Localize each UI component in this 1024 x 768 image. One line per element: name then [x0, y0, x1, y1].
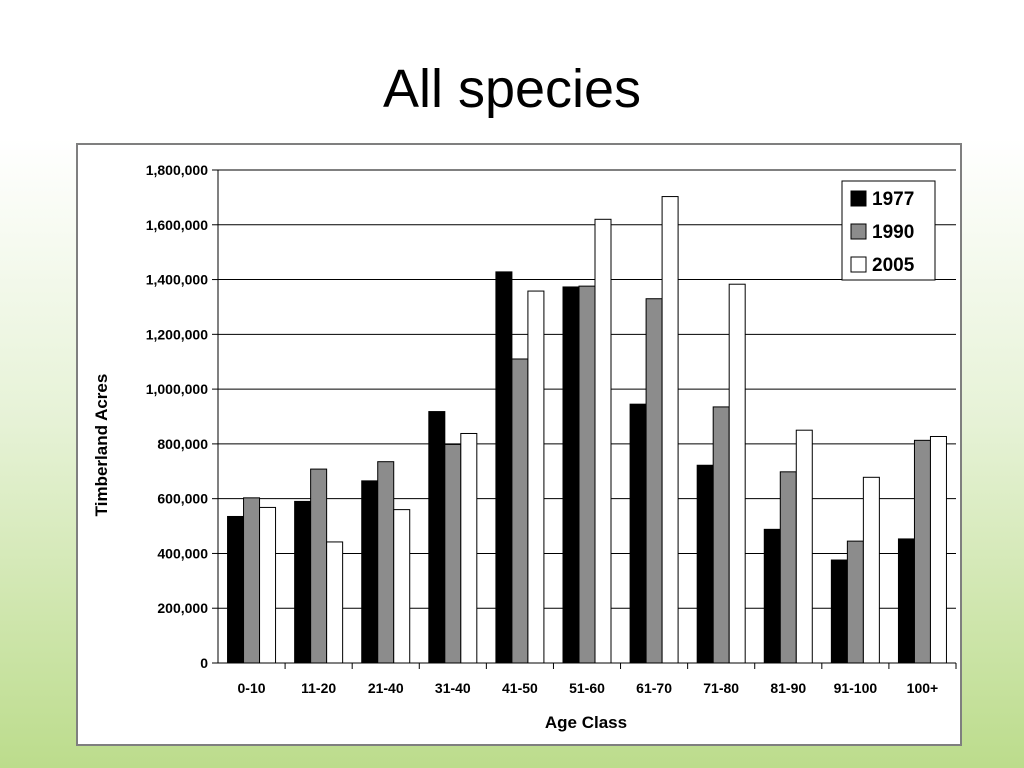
y-tick-label: 0 [200, 655, 208, 671]
legend-label-1990: 1990 [872, 222, 914, 243]
bar-1990-61-70 [645, 298, 663, 664]
bar-chart: 0 200,000 400,000 600,000 800,000 1,000,000 1,… [92, 162, 957, 732]
bar-2005-0-10 [259, 506, 277, 664]
bar-2005-81-90 [795, 429, 813, 664]
legend-label-2005: 2005 [872, 255, 915, 276]
legend-label-1977: 1977 [872, 189, 914, 210]
y-tick-label: 200,000 [157, 600, 208, 616]
bar-2005-61-70 [661, 196, 679, 664]
x-tick-label: 91-100 [834, 680, 878, 696]
y-tick-label: 400,000 [157, 545, 208, 561]
bar-1977-41-50 [495, 271, 513, 664]
bar-2005-51-60 [594, 218, 612, 664]
x-tick-label: 21-40 [368, 680, 404, 696]
legend-swatch-1977 [850, 190, 867, 207]
x-tick-label: 0-10 [238, 680, 266, 696]
axes [212, 169, 957, 669]
bar-1977-0-10 [227, 515, 245, 664]
y-tick-label: 1,800,000 [146, 162, 208, 178]
x-tick-label: 11-20 [301, 680, 336, 696]
bar-1990-91-100 [846, 540, 864, 664]
bar-1990-21-40 [377, 461, 395, 664]
y-tick-label: 1,400,000 [146, 272, 208, 288]
bar-2005-41-50 [527, 290, 545, 664]
bar-2005-91-100 [862, 476, 880, 664]
bar-1990-71-80 [712, 406, 730, 664]
x-tick-label: 41-50 [502, 680, 538, 696]
x-tick-label: 51-60 [569, 680, 605, 696]
bar-1977-71-80 [696, 464, 714, 664]
bar-1990-41-50 [511, 358, 529, 664]
bar-2005-11-20 [326, 541, 344, 664]
bar-1977-100+ [897, 538, 915, 664]
x-tick-label: 31-40 [435, 680, 471, 696]
bar-2005-100+ [929, 435, 947, 664]
bars [227, 196, 947, 664]
bar-1977-61-70 [629, 403, 647, 664]
bar-2005-71-80 [728, 283, 746, 664]
x-axis-title: Age Class [545, 713, 627, 732]
x-tick-label: 100+ [907, 680, 939, 696]
bar-1990-31-40 [444, 443, 462, 664]
x-tick-label: 81-90 [770, 680, 806, 696]
bar-1990-11-20 [310, 468, 328, 664]
bar-1990-0-10 [243, 497, 261, 664]
bar-1990-81-90 [779, 471, 797, 664]
bar-1977-91-100 [830, 559, 848, 664]
y-tick-label: 1,600,000 [146, 217, 208, 233]
y-tick-label: 600,000 [157, 491, 208, 507]
bar-1990-100+ [913, 439, 931, 664]
bar-2005-31-40 [460, 432, 478, 664]
y-tick-label: 1,000,000 [146, 381, 208, 397]
y-tick-label: 800,000 [157, 436, 208, 452]
x-tick-label: 61-70 [636, 680, 672, 696]
bar-1977-11-20 [294, 500, 312, 664]
bar-1977-31-40 [428, 411, 446, 664]
bar-1977-21-40 [361, 480, 379, 664]
slide-title: All species [382, 59, 642, 119]
bar-1977-81-90 [763, 528, 781, 664]
legend-swatch-1990 [850, 223, 867, 240]
chart-frame: 0 200,000 400,000 600,000 800,000 1,000,000 1,… [76, 143, 962, 746]
x-tick-label: 71-80 [703, 680, 739, 696]
bar-1977-51-60 [562, 286, 580, 664]
y-tick-label: 1,200,000 [146, 326, 208, 342]
y-axis-title: Timberland Acres [92, 374, 111, 517]
legend-swatch-2005 [850, 256, 867, 273]
bar-1990-51-60 [578, 285, 596, 664]
legend: 1977 1990 2005 [841, 180, 936, 281]
tick-labels: 0 200,000 400,000 600,000 800,000 1,000,000 1,… [146, 162, 939, 696]
bar-2005-21-40 [393, 509, 411, 664]
